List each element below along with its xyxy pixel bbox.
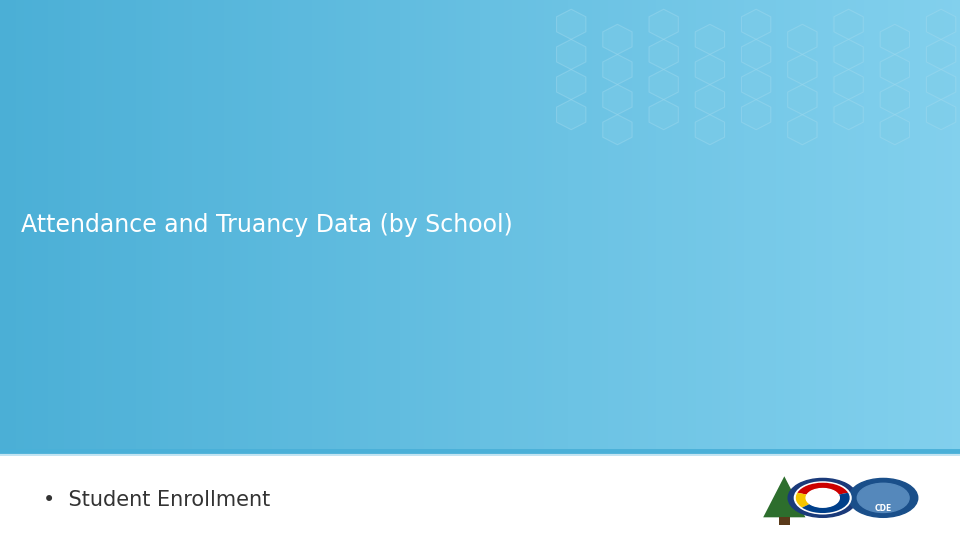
Circle shape [857,483,909,512]
Polygon shape [741,39,771,70]
Polygon shape [926,70,956,99]
Polygon shape [926,9,956,39]
Polygon shape [741,99,771,130]
Text: •  Student Enrollment: • Student Enrollment [43,489,271,510]
Polygon shape [741,70,771,99]
Polygon shape [788,55,817,85]
Polygon shape [834,9,863,39]
Polygon shape [557,70,586,99]
Polygon shape [834,70,863,99]
Wedge shape [796,492,810,508]
Polygon shape [695,24,725,55]
Polygon shape [763,476,805,517]
Circle shape [806,489,839,507]
Polygon shape [649,9,679,39]
Circle shape [794,482,852,514]
Circle shape [849,478,918,517]
Polygon shape [649,70,679,99]
Text: CDE: CDE [875,504,892,513]
Polygon shape [603,85,632,114]
Polygon shape [557,9,586,39]
Polygon shape [880,55,909,85]
Polygon shape [880,114,909,145]
Polygon shape [788,85,817,114]
Polygon shape [741,9,771,39]
Text: Attendance and Truancy Data (by School): Attendance and Truancy Data (by School) [21,213,513,238]
Polygon shape [695,55,725,85]
Polygon shape [788,114,817,145]
Polygon shape [788,24,817,55]
Polygon shape [603,24,632,55]
Wedge shape [802,492,850,513]
Polygon shape [926,39,956,70]
Polygon shape [695,114,725,145]
Polygon shape [603,114,632,145]
Polygon shape [695,85,725,114]
Polygon shape [557,99,586,130]
Polygon shape [603,55,632,85]
Circle shape [788,478,857,517]
Polygon shape [880,85,909,114]
Polygon shape [880,24,909,55]
Polygon shape [834,99,863,130]
Wedge shape [798,483,848,495]
Polygon shape [649,39,679,70]
Polygon shape [926,99,956,130]
Polygon shape [557,39,586,70]
Polygon shape [834,39,863,70]
Polygon shape [779,517,790,525]
Polygon shape [649,99,679,130]
